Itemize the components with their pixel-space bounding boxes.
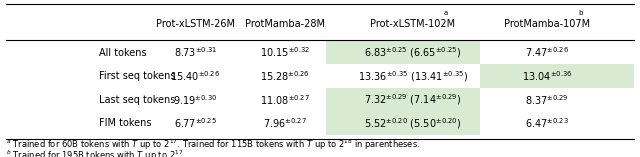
Text: FIM tokens: FIM tokens (99, 118, 152, 128)
Text: $6.83^{\pm0.25}$ ($6.65^{\pm0.25}$): $6.83^{\pm0.25}$ ($6.65^{\pm0.25}$) (364, 45, 461, 60)
Text: ProtMamba-107M: ProtMamba-107M (504, 19, 590, 29)
Text: Prot-xLSTM-26M: Prot-xLSTM-26M (156, 19, 235, 29)
Text: $7.96^{\pm0.27}$: $7.96^{\pm0.27}$ (263, 116, 307, 130)
Text: $15.40^{\pm0.26}$: $15.40^{\pm0.26}$ (170, 69, 220, 83)
Text: $5.52^{\pm0.20}$ ($5.50^{\pm0.20}$): $5.52^{\pm0.20}$ ($5.50^{\pm0.20}$) (364, 116, 461, 131)
Text: Last seq tokens: Last seq tokens (99, 95, 175, 105)
Text: b: b (578, 10, 582, 16)
Text: $8.37^{\pm0.29}$: $8.37^{\pm0.29}$ (525, 93, 569, 107)
Text: $^{b}$ Trained for 195B tokens with $T$ up to $2^{17}$.: $^{b}$ Trained for 195B tokens with $T$ … (6, 148, 186, 157)
Text: $^{a}$ Trained for 60B tokens with $T$ up to $2^{17}$. Trained for 115B tokens w: $^{a}$ Trained for 60B tokens with $T$ u… (6, 138, 420, 152)
Text: $10.15^{\pm0.32}$: $10.15^{\pm0.32}$ (260, 46, 310, 60)
Text: $7.32^{\pm0.29}$ ($7.14^{\pm0.29}$): $7.32^{\pm0.29}$ ($7.14^{\pm0.29}$) (364, 92, 461, 107)
Text: $8.73^{\pm0.31}$: $8.73^{\pm0.31}$ (173, 46, 217, 60)
Text: $13.36^{\pm0.35}$ ($13.41^{\pm0.35}$): $13.36^{\pm0.35}$ ($13.41^{\pm0.35}$) (358, 69, 468, 84)
Text: $6.47^{\pm0.23}$: $6.47^{\pm0.23}$ (525, 116, 569, 130)
Bar (326, 88, 480, 111)
Text: $11.08^{\pm0.27}$: $11.08^{\pm0.27}$ (260, 93, 310, 107)
Text: $7.47^{\pm0.26}$: $7.47^{\pm0.26}$ (525, 46, 569, 60)
Text: a: a (444, 10, 448, 16)
Bar (326, 41, 480, 64)
Text: $6.77^{\pm0.25}$: $6.77^{\pm0.25}$ (173, 116, 217, 130)
Text: Prot-xLSTM-102M: Prot-xLSTM-102M (370, 19, 456, 29)
Text: $9.19^{\pm0.30}$: $9.19^{\pm0.30}$ (173, 93, 218, 107)
Text: First seq tokens: First seq tokens (99, 71, 176, 81)
Text: $15.28^{\pm0.26}$: $15.28^{\pm0.26}$ (260, 69, 310, 83)
Bar (326, 111, 480, 135)
Text: $13.04^{\pm0.36}$: $13.04^{\pm0.36}$ (522, 69, 572, 83)
Text: All tokens: All tokens (99, 48, 147, 58)
Bar (480, 64, 634, 88)
Text: ProtMamba-28M: ProtMamba-28M (245, 19, 325, 29)
